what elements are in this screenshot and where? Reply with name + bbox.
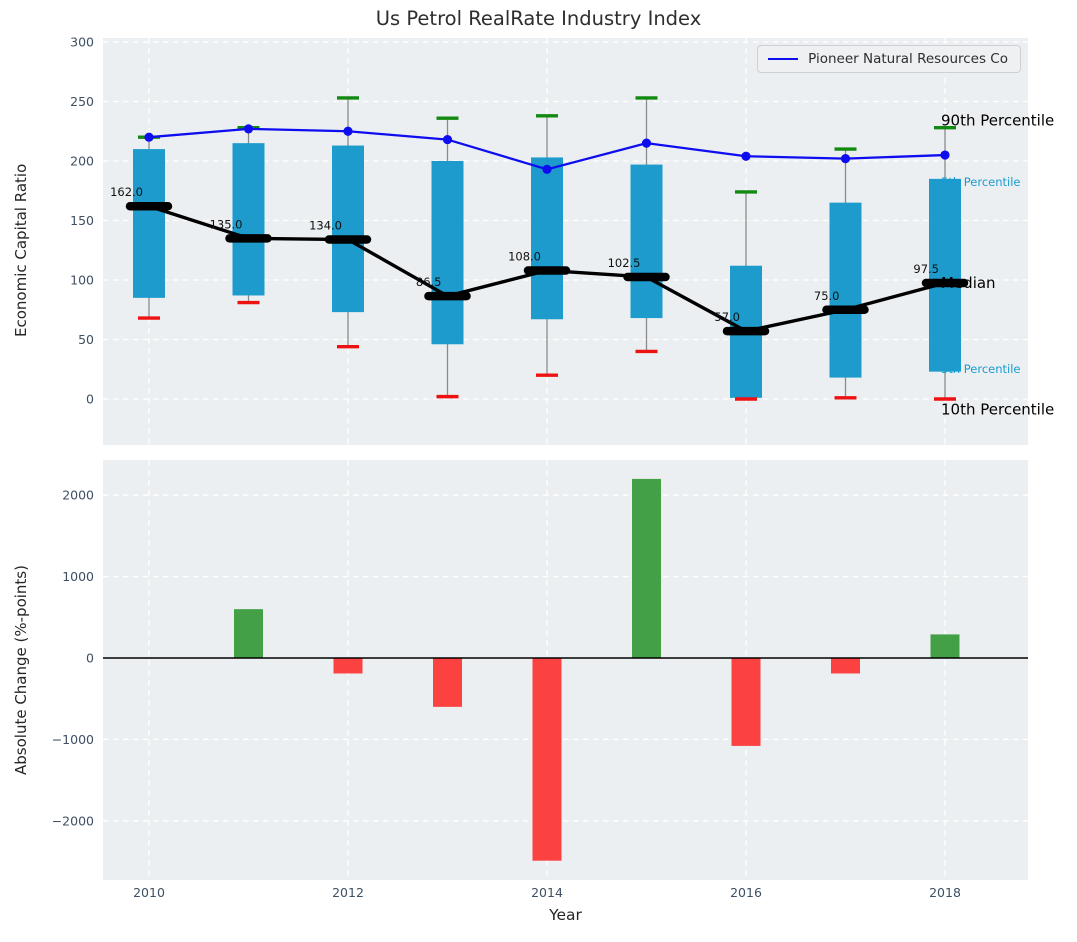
pioneer-point-2014 (542, 164, 552, 174)
annotation-10th-percentile: 10th Percentile (941, 401, 1054, 419)
bottom-ytick-label: 0 (86, 651, 94, 666)
pioneer-point-2013 (442, 134, 453, 145)
pioneer-point-2010 (144, 132, 154, 142)
change-bar-2011 (234, 609, 263, 658)
industry-index-canvas: 0 50 100 150 200 250 300 162.0 135.0 134.0 86.5 108… (70, 35, 1054, 445)
top-ytick-label: 150 (70, 213, 94, 228)
top-ytick-label: 300 (70, 35, 94, 50)
chart-title: Us Petrol RealRate Industry Index (375, 7, 702, 30)
pioneer-point-2012 (343, 126, 353, 136)
top-ytick-label: 200 (70, 154, 94, 169)
iqr-box-2017 (829, 202, 862, 378)
xtick-label-2010: 2010 (133, 885, 165, 900)
legend: Pioneer Natural Resources Co (757, 45, 1021, 73)
change-bar-2012 (333, 658, 363, 674)
iqr-box-2014 (531, 157, 563, 320)
median-value-label-2015: 102.5 (608, 256, 641, 270)
median-value-label-2016: 57.0 (714, 310, 740, 324)
median-value-label-2018: 97.5 (913, 262, 939, 276)
bottom-ytick-label: −2000 (52, 813, 94, 828)
legend-line-sample (768, 58, 799, 60)
iqr-box-2010 (133, 149, 165, 298)
annotation-90th-percentile: 90th Percentile (941, 112, 1054, 130)
top-y-axis-label: Economic Capital Ratio (12, 163, 30, 337)
top-ytick-label: 250 (70, 94, 94, 109)
change-bar-2016 (731, 658, 761, 746)
bottom-ytick-label: 2000 (62, 488, 94, 503)
annotation-5th-percentile: 5th Percentile (941, 362, 1021, 376)
top-ytick-label: 100 (70, 273, 94, 288)
annotation-median: Median (941, 274, 996, 292)
pioneer-point-2011 (243, 124, 254, 134)
change-bar-2015 (632, 478, 661, 658)
iqr-box-2012 (332, 145, 364, 313)
absolute-change-canvas: −2000 −1000 0 1000 2000 2010 2012 2014 2016 2018 (52, 460, 1028, 900)
iqr-box-2018 (929, 178, 961, 372)
bottom-ytick-label: 1000 (62, 569, 94, 584)
xtick-label-2016: 2016 (730, 885, 762, 900)
xtick-label-2012: 2012 (332, 885, 364, 900)
bottom-y-axis-label: Absolute Change (%-points) (12, 565, 30, 775)
pioneer-point-2018 (940, 150, 950, 160)
iqr-box-2013 (431, 161, 464, 345)
iqr-box-2015 (630, 164, 663, 319)
median-value-label-2012: 134.0 (309, 219, 342, 233)
change-bar-2013 (433, 658, 462, 707)
pioneer-point-2017 (840, 154, 851, 164)
absolute-change-plot: −2000 −1000 0 1000 2000 2010 2012 2014 2016 2018 (52, 460, 1028, 900)
change-bar-2014 (532, 658, 562, 861)
x-axis-label: Year (549, 906, 582, 924)
change-bar-2018 (930, 634, 960, 658)
median-value-label-2013: 86.5 (416, 275, 442, 289)
top-ytick-label: 50 (78, 332, 94, 347)
xtick-label-2014: 2014 (531, 885, 563, 900)
pioneer-point-2015 (641, 138, 652, 148)
median-value-label-2017: 75.0 (814, 289, 840, 303)
bottom-ytick-label: −1000 (52, 732, 94, 747)
legend-label: Pioneer Natural Resources Co (808, 51, 1008, 67)
median-value-label-2014: 108.0 (508, 249, 541, 263)
industry-index-plot: 0 50 100 150 200 250 300 162.0 135.0 134.0 86.5 108… (70, 35, 1054, 445)
median-value-label-2011: 135.0 (210, 217, 243, 231)
pioneer-point-2016 (741, 151, 751, 161)
iqr-box-2011 (232, 143, 265, 296)
annotation-5th-percentile: 5th Percentile (941, 175, 1021, 189)
top-ytick-label: 0 (86, 392, 94, 407)
median-value-label-2010: 162.0 (110, 185, 143, 199)
change-bar-2017 (831, 658, 860, 674)
xtick-label-2018: 2018 (929, 885, 961, 900)
